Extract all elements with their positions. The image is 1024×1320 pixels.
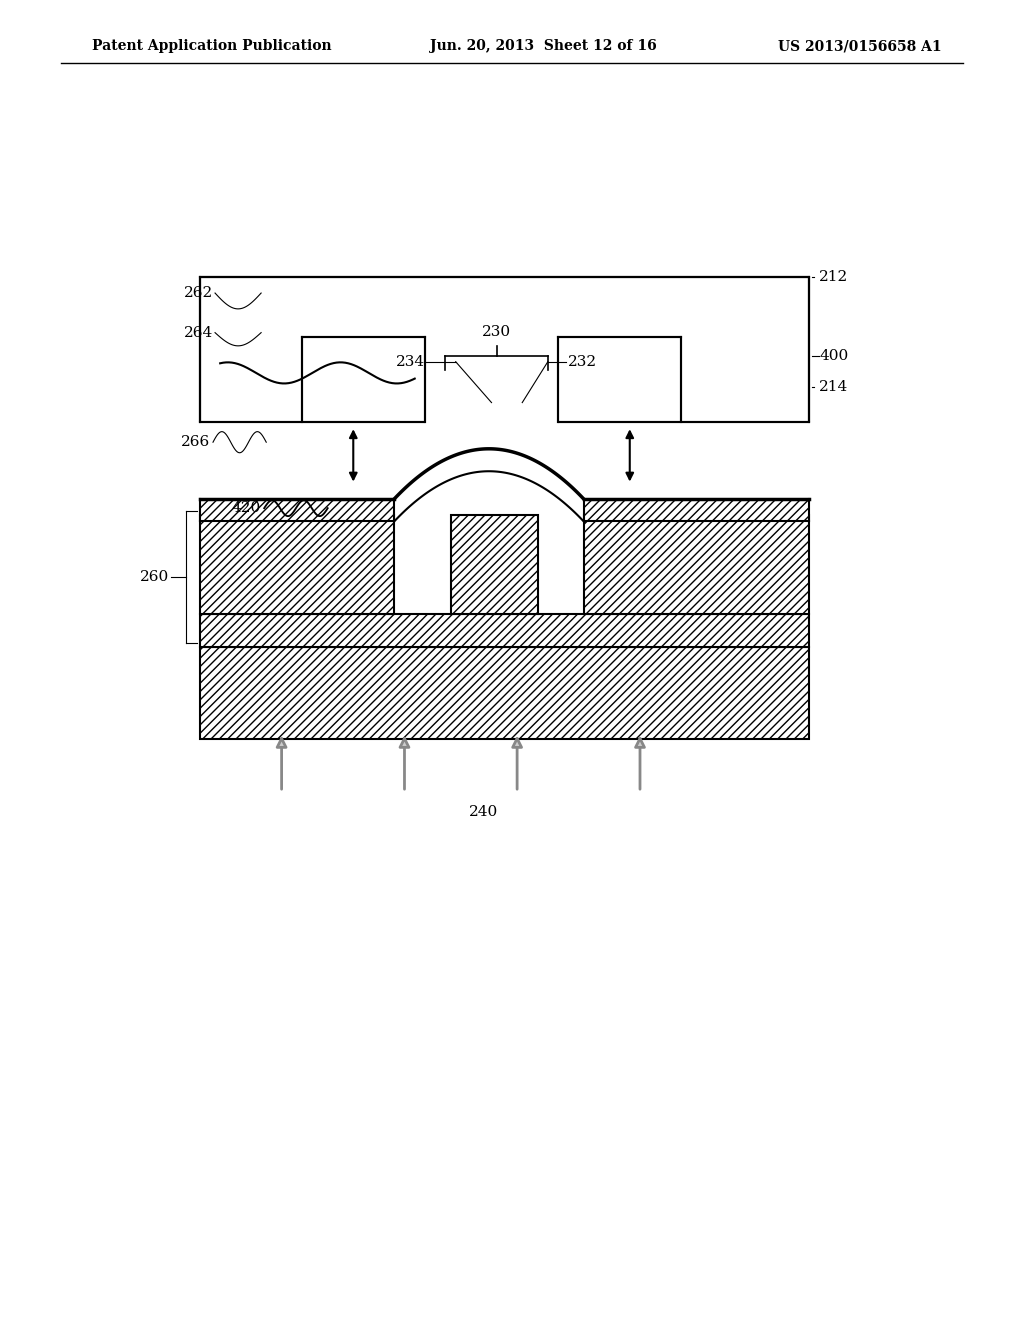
Text: 264: 264 [183,326,213,339]
Text: 212: 212 [819,271,849,284]
Bar [200,647,809,739]
Text: 266: 266 [180,436,210,449]
Text: FIG.  9C: FIG. 9C [456,378,568,401]
Text: Jun. 20, 2013  Sheet 12 of 16: Jun. 20, 2013 Sheet 12 of 16 [430,40,656,53]
Text: 214: 214 [819,380,849,393]
Text: 240: 240 [469,805,498,818]
Bar [200,614,809,647]
Bar [302,337,425,422]
Text: 234: 234 [396,355,425,368]
Bar [200,499,394,521]
Bar [301,337,682,424]
Text: 230: 230 [482,325,511,339]
Text: Patent Application Publication: Patent Application Publication [92,40,332,53]
Bar [200,277,809,422]
Bar [200,515,394,614]
Text: 262: 262 [183,286,213,300]
Bar [558,337,681,422]
Bar [207,288,801,412]
Bar [584,499,809,521]
Text: 400: 400 [819,350,849,363]
Bar [451,515,538,614]
Bar [584,515,809,614]
Text: US 2013/0156658 A1: US 2013/0156658 A1 [778,40,942,53]
Text: 420: 420 [231,502,261,515]
Text: 260: 260 [139,570,169,583]
Text: 232: 232 [568,355,597,368]
